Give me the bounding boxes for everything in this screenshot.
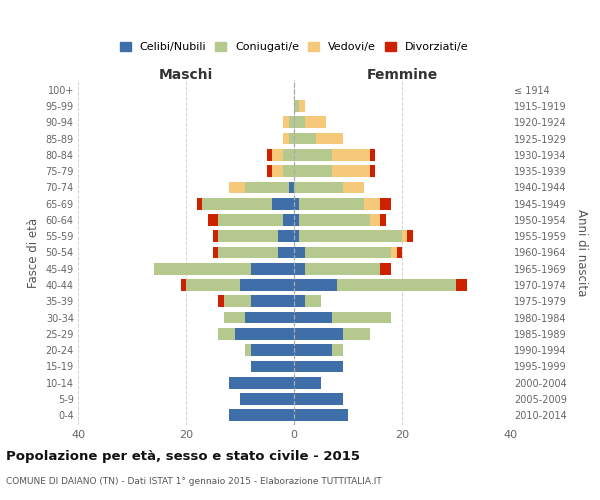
Bar xyxy=(332,312,391,324)
Bar xyxy=(364,198,380,209)
Bar xyxy=(343,182,364,194)
Bar xyxy=(218,246,278,258)
Text: COMUNE DI DAIANO (TN) - Dati ISTAT 1° gennaio 2015 - Elaborazione TUTTITALIA.IT: COMUNE DI DAIANO (TN) - Dati ISTAT 1° ge… xyxy=(6,478,382,486)
Bar xyxy=(267,149,272,160)
Legend: Celibi/Nubili, Coniugati/e, Vedovi/e, Divorziati/e: Celibi/Nubili, Coniugati/e, Vedovi/e, Di… xyxy=(115,38,473,56)
Bar xyxy=(218,214,283,226)
Bar xyxy=(294,116,305,128)
Bar xyxy=(407,230,413,242)
Y-axis label: Fasce di età: Fasce di età xyxy=(27,218,40,288)
Bar xyxy=(316,132,343,144)
Bar xyxy=(305,263,380,274)
Bar xyxy=(213,230,218,242)
Bar xyxy=(218,328,235,340)
Bar xyxy=(305,296,321,307)
Bar xyxy=(283,214,294,226)
Bar xyxy=(305,116,326,128)
Bar xyxy=(289,116,294,128)
Bar xyxy=(294,100,299,112)
Bar xyxy=(289,132,294,144)
Bar xyxy=(332,344,343,356)
Bar xyxy=(305,246,391,258)
Bar xyxy=(343,328,370,340)
Bar xyxy=(294,393,343,405)
Bar xyxy=(235,328,294,340)
Bar xyxy=(186,279,240,291)
Bar xyxy=(402,230,407,242)
Bar xyxy=(380,214,386,226)
Bar xyxy=(197,198,202,209)
Bar xyxy=(224,296,251,307)
Bar xyxy=(251,263,294,274)
Bar xyxy=(294,312,332,324)
Bar xyxy=(240,393,294,405)
Text: Maschi: Maschi xyxy=(159,68,213,82)
Bar xyxy=(283,166,294,177)
Bar xyxy=(294,214,299,226)
Bar xyxy=(294,344,332,356)
Bar xyxy=(294,230,299,242)
Bar xyxy=(380,263,391,274)
Bar xyxy=(456,279,467,291)
Bar xyxy=(299,214,370,226)
Bar xyxy=(272,198,294,209)
Bar xyxy=(294,263,305,274)
Bar xyxy=(332,166,370,177)
Bar xyxy=(370,166,375,177)
Bar xyxy=(294,198,299,209)
Bar xyxy=(294,166,332,177)
Bar xyxy=(213,246,218,258)
Bar xyxy=(251,360,294,372)
Bar xyxy=(229,377,294,388)
Bar xyxy=(251,344,294,356)
Bar xyxy=(299,198,364,209)
Y-axis label: Anni di nascita: Anni di nascita xyxy=(575,209,589,296)
Bar xyxy=(294,360,343,372)
Bar xyxy=(229,410,294,421)
Bar xyxy=(294,246,305,258)
Bar xyxy=(283,149,294,160)
Bar xyxy=(245,182,289,194)
Bar xyxy=(332,149,370,160)
Bar xyxy=(289,182,294,194)
Bar xyxy=(245,312,294,324)
Bar xyxy=(208,214,218,226)
Bar xyxy=(272,166,283,177)
Text: Popolazione per età, sesso e stato civile - 2015: Popolazione per età, sesso e stato civil… xyxy=(6,450,360,463)
Bar xyxy=(294,296,305,307)
Bar xyxy=(283,116,289,128)
Bar xyxy=(240,279,294,291)
Bar xyxy=(294,279,337,291)
Bar xyxy=(294,328,343,340)
Bar xyxy=(294,149,332,160)
Bar xyxy=(380,198,391,209)
Bar xyxy=(370,214,380,226)
Bar xyxy=(218,296,224,307)
Bar xyxy=(267,166,272,177)
Bar xyxy=(229,182,245,194)
Text: Femmine: Femmine xyxy=(367,68,437,82)
Bar xyxy=(278,230,294,242)
Bar xyxy=(154,263,251,274)
Bar xyxy=(278,246,294,258)
Bar xyxy=(294,182,343,194)
Bar xyxy=(294,377,321,388)
Bar xyxy=(370,149,375,160)
Bar xyxy=(294,410,348,421)
Bar xyxy=(202,198,272,209)
Bar xyxy=(337,279,456,291)
Bar xyxy=(181,279,186,291)
Bar xyxy=(245,344,251,356)
Bar xyxy=(251,296,294,307)
Bar xyxy=(224,312,245,324)
Bar xyxy=(397,246,402,258)
Bar xyxy=(218,230,278,242)
Bar xyxy=(283,132,289,144)
Bar xyxy=(294,132,316,144)
Bar xyxy=(299,100,305,112)
Bar xyxy=(272,149,283,160)
Bar xyxy=(391,246,397,258)
Bar xyxy=(299,230,402,242)
